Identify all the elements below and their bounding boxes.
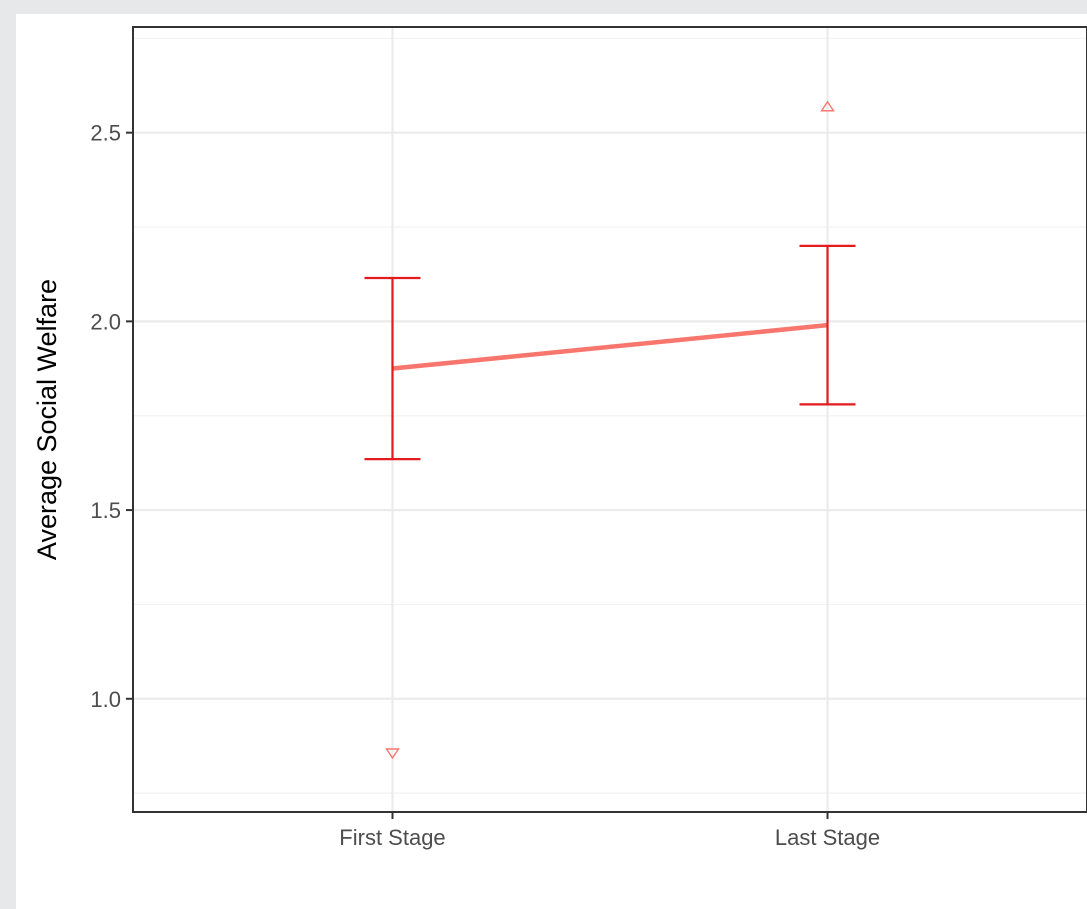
figure: 1.0 1.5 2.0 2.5 First Stage Last Stage Avera… <box>16 14 1087 909</box>
chart: 1.0 1.5 2.0 2.5 First Stage Last Stage Avera… <box>32 26 1087 850</box>
x-tick-label: First Stage <box>339 825 445 850</box>
y-tick-label: 2.0 <box>90 309 121 334</box>
series-line <box>392 322 828 371</box>
series-layer <box>364 100 856 760</box>
y-tick-label: 1.0 <box>90 687 121 712</box>
min-marker <box>385 748 400 760</box>
x-axis: First Stage Last Stage <box>339 812 880 850</box>
x-tick-label: Last Stage <box>775 825 880 850</box>
grid-major <box>133 27 1087 812</box>
y-axis-title: Average Social Welfare <box>32 279 62 560</box>
y-tick-label: 1.5 <box>90 498 121 523</box>
y-tick-label: 2.5 <box>90 121 121 146</box>
panel-border <box>132 26 1087 813</box>
max-marker <box>820 100 835 112</box>
grid-minor <box>133 37 1087 794</box>
y-axis: 1.0 1.5 2.0 2.5 <box>90 121 133 712</box>
